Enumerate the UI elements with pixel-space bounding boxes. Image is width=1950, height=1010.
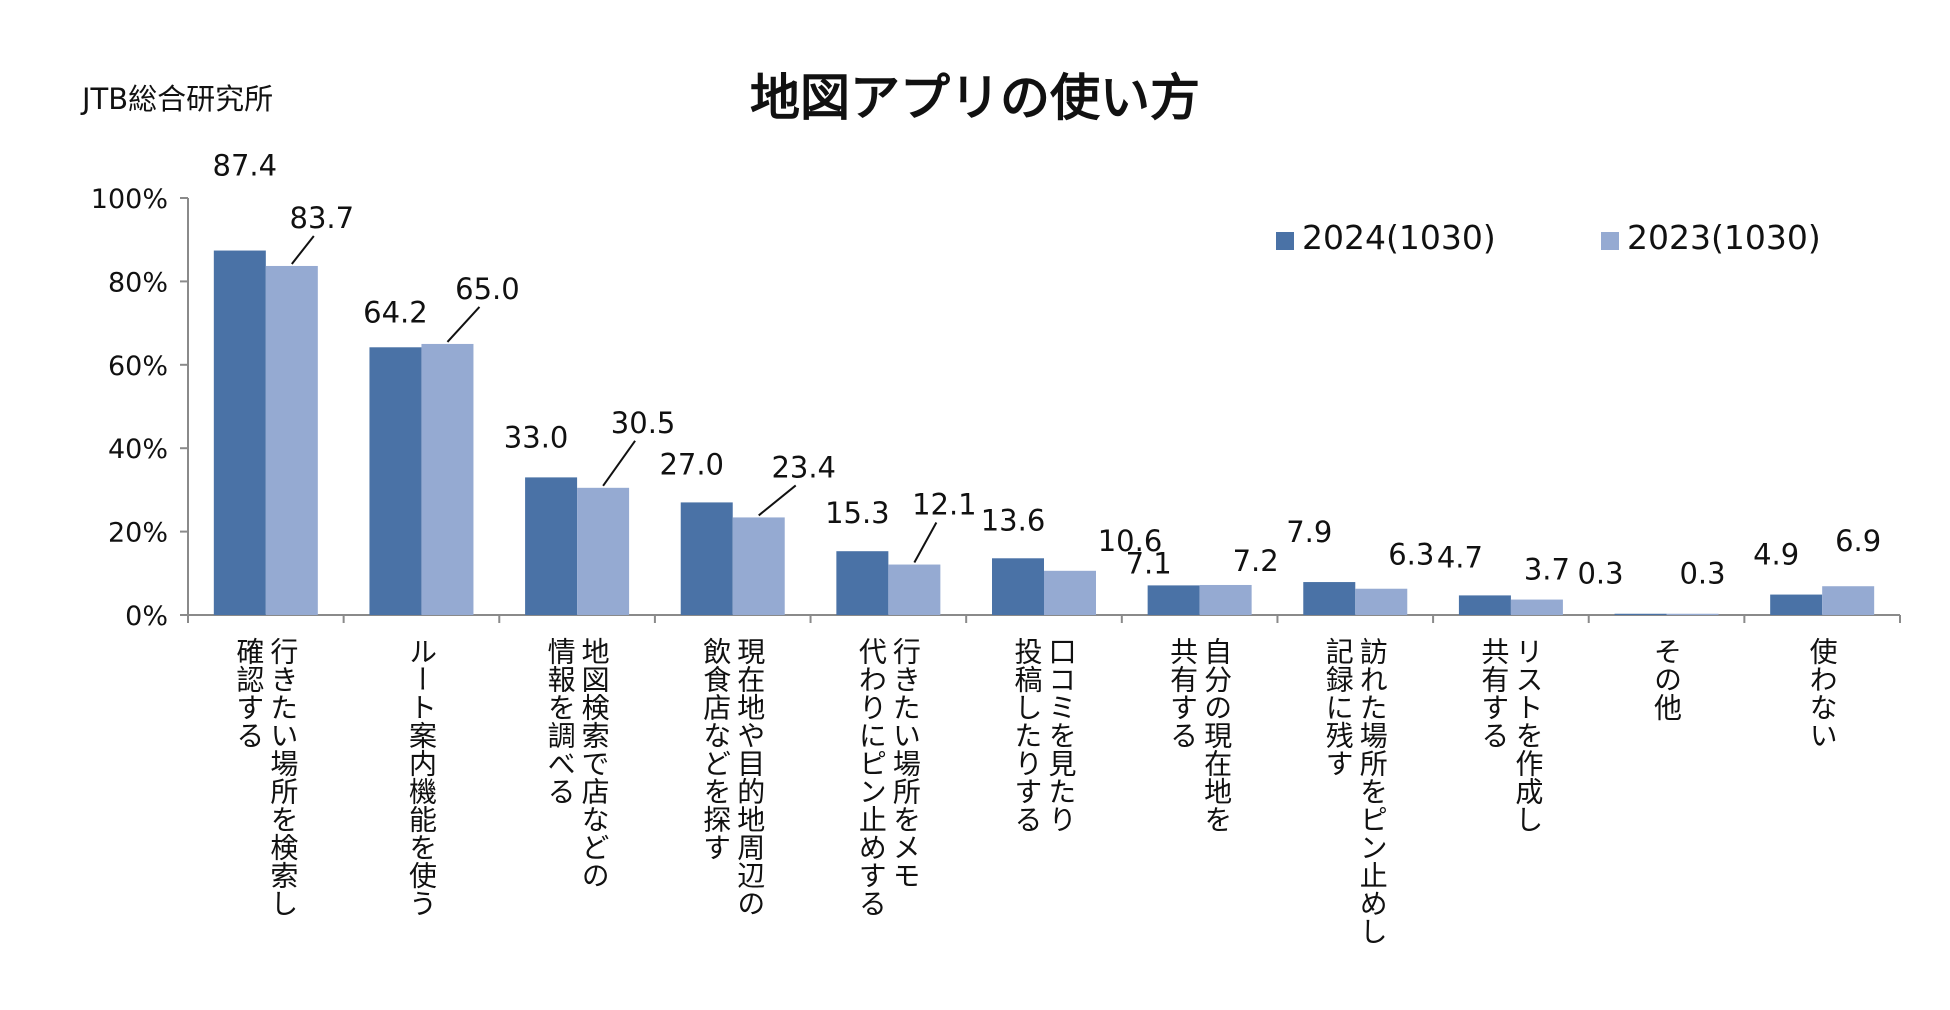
y-tick-label: 100% — [91, 184, 168, 215]
chart-title: 地図アプリの使い方 — [750, 69, 1200, 127]
x-tick-label: 飲食店などを探す — [699, 637, 732, 861]
x-tick-label: 自分の現在地を — [1200, 637, 1233, 833]
data-label: 10.6 — [1098, 524, 1163, 558]
bar-2023 — [1510, 599, 1563, 615]
x-tick-label: 行きたい場所を検索し — [266, 637, 299, 917]
legend-label: 2024(1030) — [1302, 218, 1496, 257]
x-tick-label: 共有する — [1166, 637, 1199, 749]
bar-2024 — [525, 477, 578, 615]
label-leader-line — [446, 306, 481, 343]
bar-2024 — [369, 347, 422, 615]
bar-2023 — [1666, 613, 1719, 615]
bar-2023 — [577, 487, 630, 615]
y-tick-label: 20% — [108, 518, 168, 549]
bar-2024 — [836, 551, 889, 615]
bar-2023 — [1355, 588, 1408, 615]
label-leader-line — [758, 484, 797, 517]
label-leader-line — [291, 235, 315, 265]
x-tick-label: 投稿したりする — [1011, 637, 1044, 833]
bar-2024 — [213, 250, 266, 616]
y-tick-label: 0% — [125, 601, 168, 632]
legend-swatch — [1601, 232, 1619, 250]
data-label: 7.1 — [1126, 546, 1172, 580]
data-label: 65.0 — [455, 272, 520, 306]
bar-2023 — [421, 343, 474, 615]
data-label: 83.7 — [290, 201, 355, 235]
data-label: 6.9 — [1835, 524, 1881, 558]
data-label: 30.5 — [611, 406, 676, 440]
x-tick-label: 情報を調べる — [544, 637, 577, 805]
data-label: 0.3 — [1679, 557, 1725, 591]
data-label: 13.6 — [981, 503, 1046, 537]
x-tick-label: 記録に残す — [1322, 637, 1355, 777]
x-tick-label: 地図検索で店などの — [578, 637, 611, 889]
bar-2024 — [1614, 613, 1667, 615]
bar-2024 — [1770, 594, 1823, 615]
bar-2024 — [1458, 595, 1511, 615]
x-tick-label: 口コミを見たり — [1045, 637, 1078, 833]
bar-2024 — [992, 558, 1044, 615]
data-label: 64.2 — [363, 295, 428, 329]
data-label: 33.0 — [504, 420, 569, 454]
x-tick-label: リストを作成し — [1511, 637, 1544, 833]
bar-2024 — [680, 502, 733, 615]
y-tick-label: 60% — [108, 351, 168, 382]
data-label: 3.7 — [1524, 553, 1570, 587]
legend-swatch — [1276, 232, 1294, 250]
x-tick-label: 現在地や目的地周辺の — [733, 637, 766, 917]
bar-2024 — [1303, 582, 1356, 615]
label-leader-line — [602, 440, 636, 487]
data-label: 4.7 — [1437, 540, 1483, 574]
data-label: 23.4 — [771, 450, 836, 484]
bar-2024 — [1147, 585, 1200, 615]
data-label: 12.1 — [912, 488, 977, 522]
x-tick-label: 使わない — [1806, 637, 1839, 749]
data-label: 27.0 — [659, 447, 724, 481]
legend-label: 2023(1030) — [1627, 218, 1821, 257]
x-tick-label: 共有する — [1477, 637, 1510, 749]
x-tick-label: 訪れた場所をピン止めし — [1356, 637, 1389, 945]
bar-2023 — [265, 265, 318, 615]
bar-2023 — [1199, 584, 1252, 615]
label-leader-line — [913, 522, 938, 564]
y-tick-label: 40% — [108, 434, 168, 465]
bar-2023 — [1822, 586, 1875, 615]
data-label: 87.4 — [213, 149, 278, 183]
data-label: 0.3 — [1577, 557, 1623, 591]
bar-2023 — [1044, 570, 1096, 615]
x-tick-label: 行きたい場所をメモ — [889, 637, 922, 889]
bar-2023 — [888, 564, 941, 615]
x-tick-label: 代わりにピン止めする — [855, 637, 888, 917]
data-label: 15.3 — [825, 496, 890, 530]
data-label: 6.3 — [1388, 538, 1434, 572]
data-label: 7.2 — [1233, 544, 1279, 578]
x-tick-label: その他 — [1650, 637, 1683, 721]
data-label: 7.9 — [1286, 515, 1332, 549]
x-tick-label: ルート案内機能を使う — [405, 637, 438, 917]
bar-2023 — [732, 517, 785, 615]
data-label: 4.9 — [1753, 538, 1799, 572]
x-tick-label: 確認する — [232, 637, 265, 749]
y-tick-label: 80% — [108, 267, 168, 298]
source-label: JTB総合研究所 — [82, 82, 274, 116]
